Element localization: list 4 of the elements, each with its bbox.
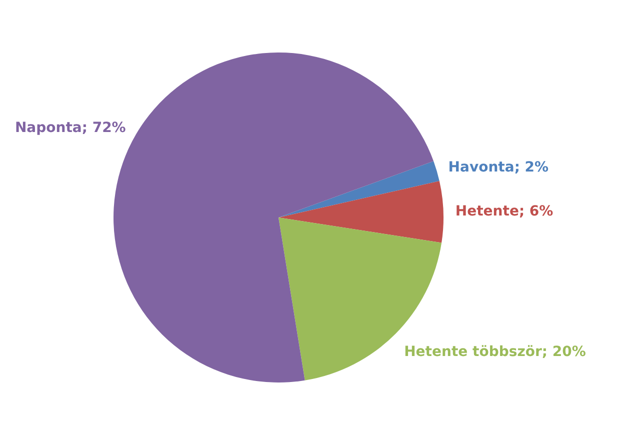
slice-label: Hetente; 6% <box>455 203 554 220</box>
slice-label: Havonta; 2% <box>448 160 549 176</box>
slice-label: Naponta; 72% <box>14 120 126 136</box>
slice-label: Hetente többször; 20% <box>404 344 586 360</box>
